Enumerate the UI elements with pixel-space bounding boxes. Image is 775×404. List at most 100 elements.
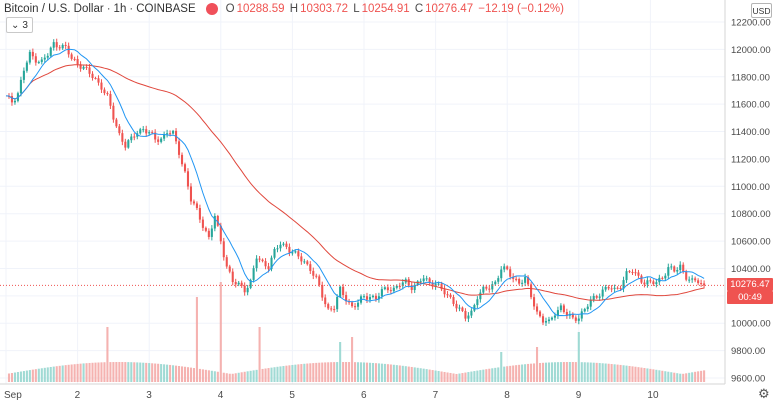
price-tick-label: 11400.00 [731, 127, 770, 138]
candle-down [461, 307, 464, 311]
candle-up [291, 252, 294, 254]
candle-up [255, 258, 258, 269]
gear-icon[interactable]: ⚙ [758, 386, 770, 401]
volume-bar [318, 362, 321, 382]
volume-bar [473, 371, 476, 382]
time-tick-label: 8 [504, 390, 510, 401]
candle-up [437, 283, 440, 285]
interval-label[interactable]: 1h [113, 3, 127, 15]
candle-up [494, 281, 497, 285]
candle-down [216, 215, 219, 226]
candle-down [207, 230, 210, 237]
candle-up [213, 215, 216, 229]
candle-up [467, 315, 470, 319]
candle-up [273, 248, 276, 258]
last-price-tag: 10276.47 [727, 278, 773, 292]
candle-up [19, 79, 22, 94]
candle-down [643, 282, 646, 285]
candle-down [70, 54, 73, 59]
candle-down [85, 66, 88, 68]
candle-down [365, 296, 369, 300]
volume-bar [28, 370, 31, 382]
volume-bar [649, 368, 652, 382]
candle-up [294, 251, 297, 253]
volume-bar [79, 363, 82, 382]
candle-down [201, 219, 204, 228]
candle-up [470, 310, 473, 316]
volume-bar [368, 362, 372, 382]
volume-bar [52, 366, 55, 382]
candle-down [133, 136, 136, 138]
candle-down [649, 280, 652, 282]
candle-down [318, 276, 321, 285]
candle-down [541, 316, 545, 323]
volume-bar [67, 364, 70, 382]
candle-down [243, 285, 246, 293]
candle-down [112, 105, 115, 120]
price-axis-labels: 12200.00 12000.00 11800.00 11600.00 11400.00… [731, 18, 771, 385]
candle-down [673, 266, 676, 272]
candle-down [186, 171, 190, 187]
volume-bar [282, 366, 285, 382]
symbol-name[interactable]: Bitcoin / U.S. Dollar [4, 3, 104, 15]
candle-up [377, 296, 380, 300]
candle-down [533, 297, 536, 307]
volume-bar [201, 369, 204, 382]
time-tick-label: 2 [75, 390, 81, 401]
candle-down [109, 94, 112, 106]
candle-down [518, 279, 521, 284]
candlesticks [7, 38, 706, 327]
exchange-label[interactable]: COINBASE [136, 3, 196, 15]
volume-bar [374, 363, 377, 382]
volume-bar [476, 370, 479, 382]
candle-up [279, 244, 282, 249]
volume-bar [413, 367, 416, 382]
candle-up [655, 282, 658, 285]
volume-bar [407, 366, 410, 382]
volume-bar [628, 365, 631, 382]
volume-bar [455, 373, 458, 382]
volume-bar [139, 362, 142, 382]
volume-bar [700, 370, 703, 382]
volume-bar [544, 362, 548, 382]
volume-bar [428, 369, 431, 382]
volume-bar [273, 367, 276, 382]
indicators-toggle-button[interactable]: ⌄ 3 [6, 17, 33, 33]
volume-bar [76, 363, 79, 382]
currency-button[interactable]: USD [751, 3, 772, 18]
time-tick-label: 10 [647, 390, 659, 401]
chart-grid [0, 0, 725, 384]
candle-up [82, 66, 85, 69]
candle-down [88, 67, 91, 74]
volume-bar [264, 368, 267, 382]
volume-bar [309, 363, 312, 382]
candle-up [356, 302, 360, 307]
volume-bar [377, 363, 380, 382]
candle-down [616, 287, 619, 289]
volume-bar [512, 365, 515, 382]
candle-up [598, 296, 601, 298]
volume-bar [195, 297, 198, 382]
candle-up [458, 307, 461, 309]
volume-bar [234, 373, 237, 382]
volume-bar [431, 370, 434, 382]
volume-bar [550, 362, 553, 382]
close-label: C [414, 3, 424, 15]
legend-separator: · [129, 3, 134, 15]
candle-up [270, 257, 273, 270]
time-tick-label: 4 [218, 390, 224, 401]
candle-up [419, 281, 422, 283]
volume-bar [154, 363, 157, 382]
volume-bar [133, 362, 136, 382]
candle-down [488, 288, 491, 290]
volume-bar [109, 362, 112, 382]
candle-down [407, 279, 410, 286]
candle-down [183, 164, 187, 172]
open-label: O [225, 3, 235, 15]
candle-down [145, 129, 148, 134]
candle-up [479, 292, 482, 300]
candle-up [476, 299, 479, 306]
candle-down [509, 269, 512, 277]
candle-up [491, 284, 494, 290]
